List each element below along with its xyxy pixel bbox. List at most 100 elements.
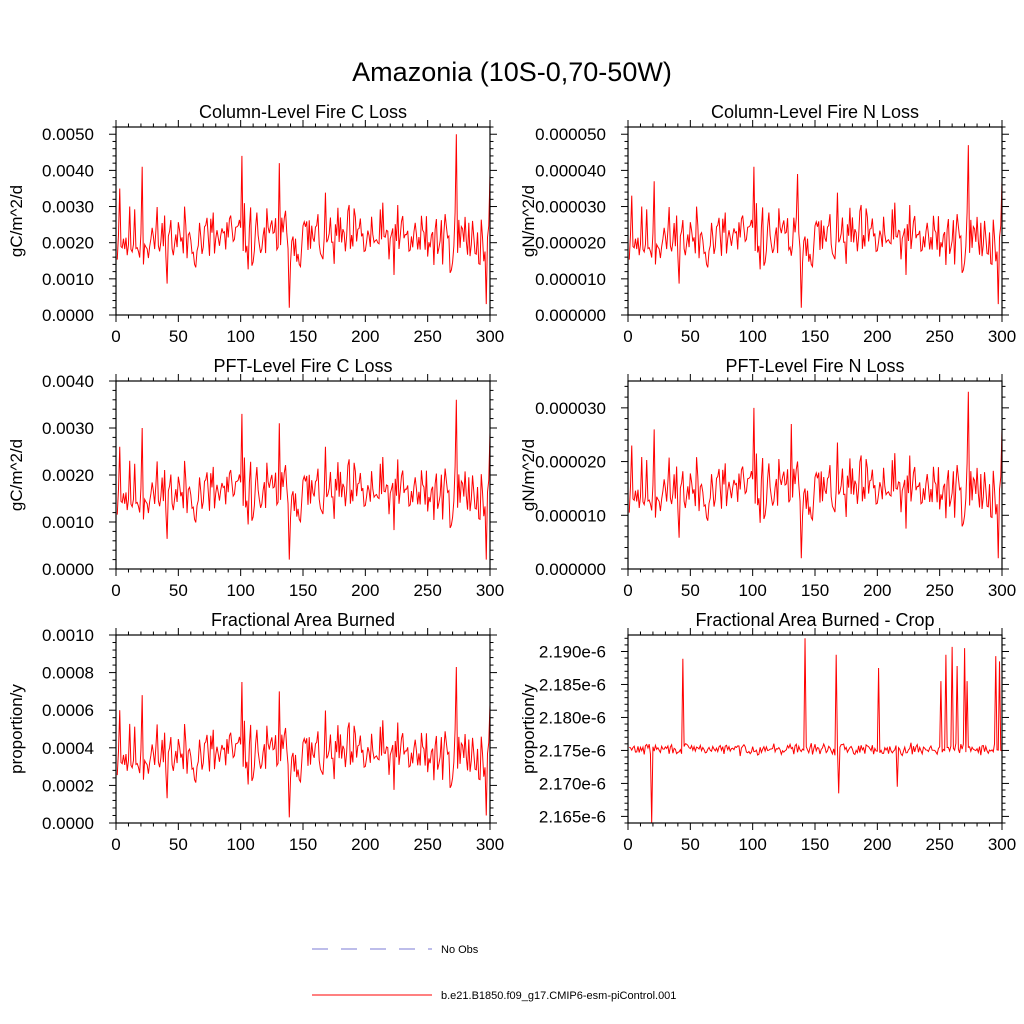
y-tick-label: 0.0002 — [42, 776, 94, 795]
x-tick-label: 150 — [801, 327, 829, 346]
plot-frame — [627, 126, 1003, 316]
x-tick-label: 250 — [413, 835, 441, 854]
y-tick-label: 0.000000 — [535, 560, 606, 579]
plot-frame — [115, 634, 491, 824]
chart-title: Column-Level Fire C Loss — [199, 102, 407, 122]
x-tick-label: 250 — [413, 581, 441, 600]
y-tick-label: 0.000030 — [535, 198, 606, 217]
y-tick-label: 0.000020 — [535, 453, 606, 472]
y-tick-label: 0.000010 — [535, 506, 606, 525]
chart-panel-2: Column-Level Fire N Loss gN/m^2/d 0 50 100 15… — [519, 102, 1016, 346]
y-tick-label: 0.0000 — [42, 560, 94, 579]
series-line — [628, 391, 1002, 559]
y-tick-label: 2.185e-6 — [539, 675, 606, 694]
x-tick-label: 300 — [476, 581, 504, 600]
x-tick-label: 0 — [111, 327, 120, 346]
chart-panel-5: Fractional Area Burned proportion/y 0 50 100… — [7, 610, 504, 854]
x-tick-label: 250 — [925, 835, 953, 854]
x-tick-label: 300 — [988, 835, 1016, 854]
series-line — [628, 145, 1002, 308]
y-tick-label: 2.190e-6 — [539, 642, 606, 661]
y-tick-label: 0.0030 — [42, 419, 94, 438]
y-tick-label: 0.0020 — [42, 234, 94, 253]
x-tick-label: 100 — [226, 327, 254, 346]
y-tick-label: 0.0010 — [42, 270, 94, 289]
x-tick-label: 50 — [169, 835, 188, 854]
x-tick-label: 100 — [226, 835, 254, 854]
y-tick-label: 0.000040 — [535, 161, 606, 180]
x-tick-label: 300 — [476, 835, 504, 854]
y-axis-label: gN/m^2/d — [519, 185, 538, 257]
y-tick-label: 0.0050 — [42, 125, 94, 144]
x-tick-label: 200 — [351, 835, 379, 854]
figure-title: Amazonia (10S-0,70-50W) — [352, 57, 672, 87]
x-tick-label: 150 — [289, 581, 317, 600]
y-tick-label: 0.000030 — [535, 399, 606, 418]
x-tick-label: 100 — [226, 581, 254, 600]
legend-control-run-label: b.e21.B1850.f09_g17.CMIP6-esm-piControl.… — [441, 990, 676, 1002]
y-axis-label: proportion/y — [519, 684, 538, 774]
y-tick-label: 0.0004 — [42, 739, 94, 758]
y-tick-label: 0.0000 — [42, 306, 94, 325]
y-tick-label: 2.170e-6 — [539, 774, 606, 793]
x-tick-label: 150 — [289, 327, 317, 346]
series-line — [116, 666, 490, 818]
series-line — [116, 399, 490, 560]
y-tick-label: 2.180e-6 — [539, 708, 606, 727]
x-tick-label: 50 — [681, 581, 700, 600]
y-tick-label: 0.0010 — [42, 513, 94, 532]
chart-panel-3: PFT-Level Fire C Loss gC/m^2/d 0 50 100 150 20… — [7, 356, 504, 600]
x-tick-label: 250 — [413, 327, 441, 346]
y-tick-label: 0.0040 — [42, 161, 94, 180]
y-tick-label: 0.0020 — [42, 466, 94, 485]
x-tick-label: 0 — [623, 327, 632, 346]
x-tick-label: 50 — [169, 327, 188, 346]
legend-no-obs-label: No Obs — [441, 944, 479, 956]
y-tick-label: 0.0010 — [42, 626, 94, 645]
x-tick-label: 200 — [351, 327, 379, 346]
chart-title: Fractional Area Burned — [211, 610, 395, 630]
y-axis-label: gC/m^2/d — [7, 439, 26, 511]
x-tick-label: 250 — [925, 581, 953, 600]
y-tick-label: 0.000010 — [535, 270, 606, 289]
x-tick-label: 50 — [681, 327, 700, 346]
x-tick-label: 100 — [738, 327, 766, 346]
x-tick-label: 0 — [111, 581, 120, 600]
chart-title: Fractional Area Burned - Crop — [695, 610, 934, 630]
y-tick-label: 0.0030 — [42, 198, 94, 217]
x-tick-label: 200 — [863, 327, 891, 346]
chart-panel-4: PFT-Level Fire N Loss gN/m^2/d 0 50 100 150 20… — [519, 356, 1016, 600]
y-tick-label: 2.165e-6 — [539, 807, 606, 826]
x-tick-label: 200 — [863, 581, 891, 600]
legend: No Obs b.e21.B1850.f09_g17.CMIP6-esm-piC… — [312, 944, 676, 1002]
series-line — [629, 638, 1002, 823]
x-tick-label: 250 — [925, 327, 953, 346]
y-axis-label: proportion/y — [7, 684, 26, 774]
plot-frame — [115, 126, 491, 316]
y-tick-label: 0.0006 — [42, 701, 94, 720]
x-tick-label: 200 — [863, 835, 891, 854]
chart-panel-1: Column-Level Fire C Loss gC/m^2/d 0 50 100 15… — [7, 102, 504, 346]
series-line — [116, 134, 490, 308]
chart-title: PFT-Level Fire C Loss — [213, 356, 392, 376]
plot-frame — [627, 380, 1003, 570]
y-tick-label: 0.0040 — [42, 372, 94, 391]
x-tick-label: 0 — [111, 835, 120, 854]
x-tick-label: 150 — [801, 581, 829, 600]
y-tick-label: 0.000000 — [535, 306, 606, 325]
x-tick-label: 0 — [623, 581, 632, 600]
chart-title: Column-Level Fire N Loss — [711, 102, 919, 122]
x-tick-label: 50 — [169, 581, 188, 600]
chart-panel-6: Fractional Area Burned - Crop proportion/… — [519, 610, 1016, 854]
x-tick-label: 0 — [623, 835, 632, 854]
y-axis-label: gC/m^2/d — [7, 185, 26, 257]
y-tick-label: 0.0008 — [42, 664, 94, 683]
x-tick-label: 300 — [476, 327, 504, 346]
x-tick-label: 300 — [988, 581, 1016, 600]
x-tick-label: 200 — [351, 581, 379, 600]
x-tick-label: 150 — [289, 835, 317, 854]
x-tick-label: 100 — [738, 835, 766, 854]
x-tick-label: 150 — [801, 835, 829, 854]
y-axis-label: gN/m^2/d — [519, 439, 538, 511]
